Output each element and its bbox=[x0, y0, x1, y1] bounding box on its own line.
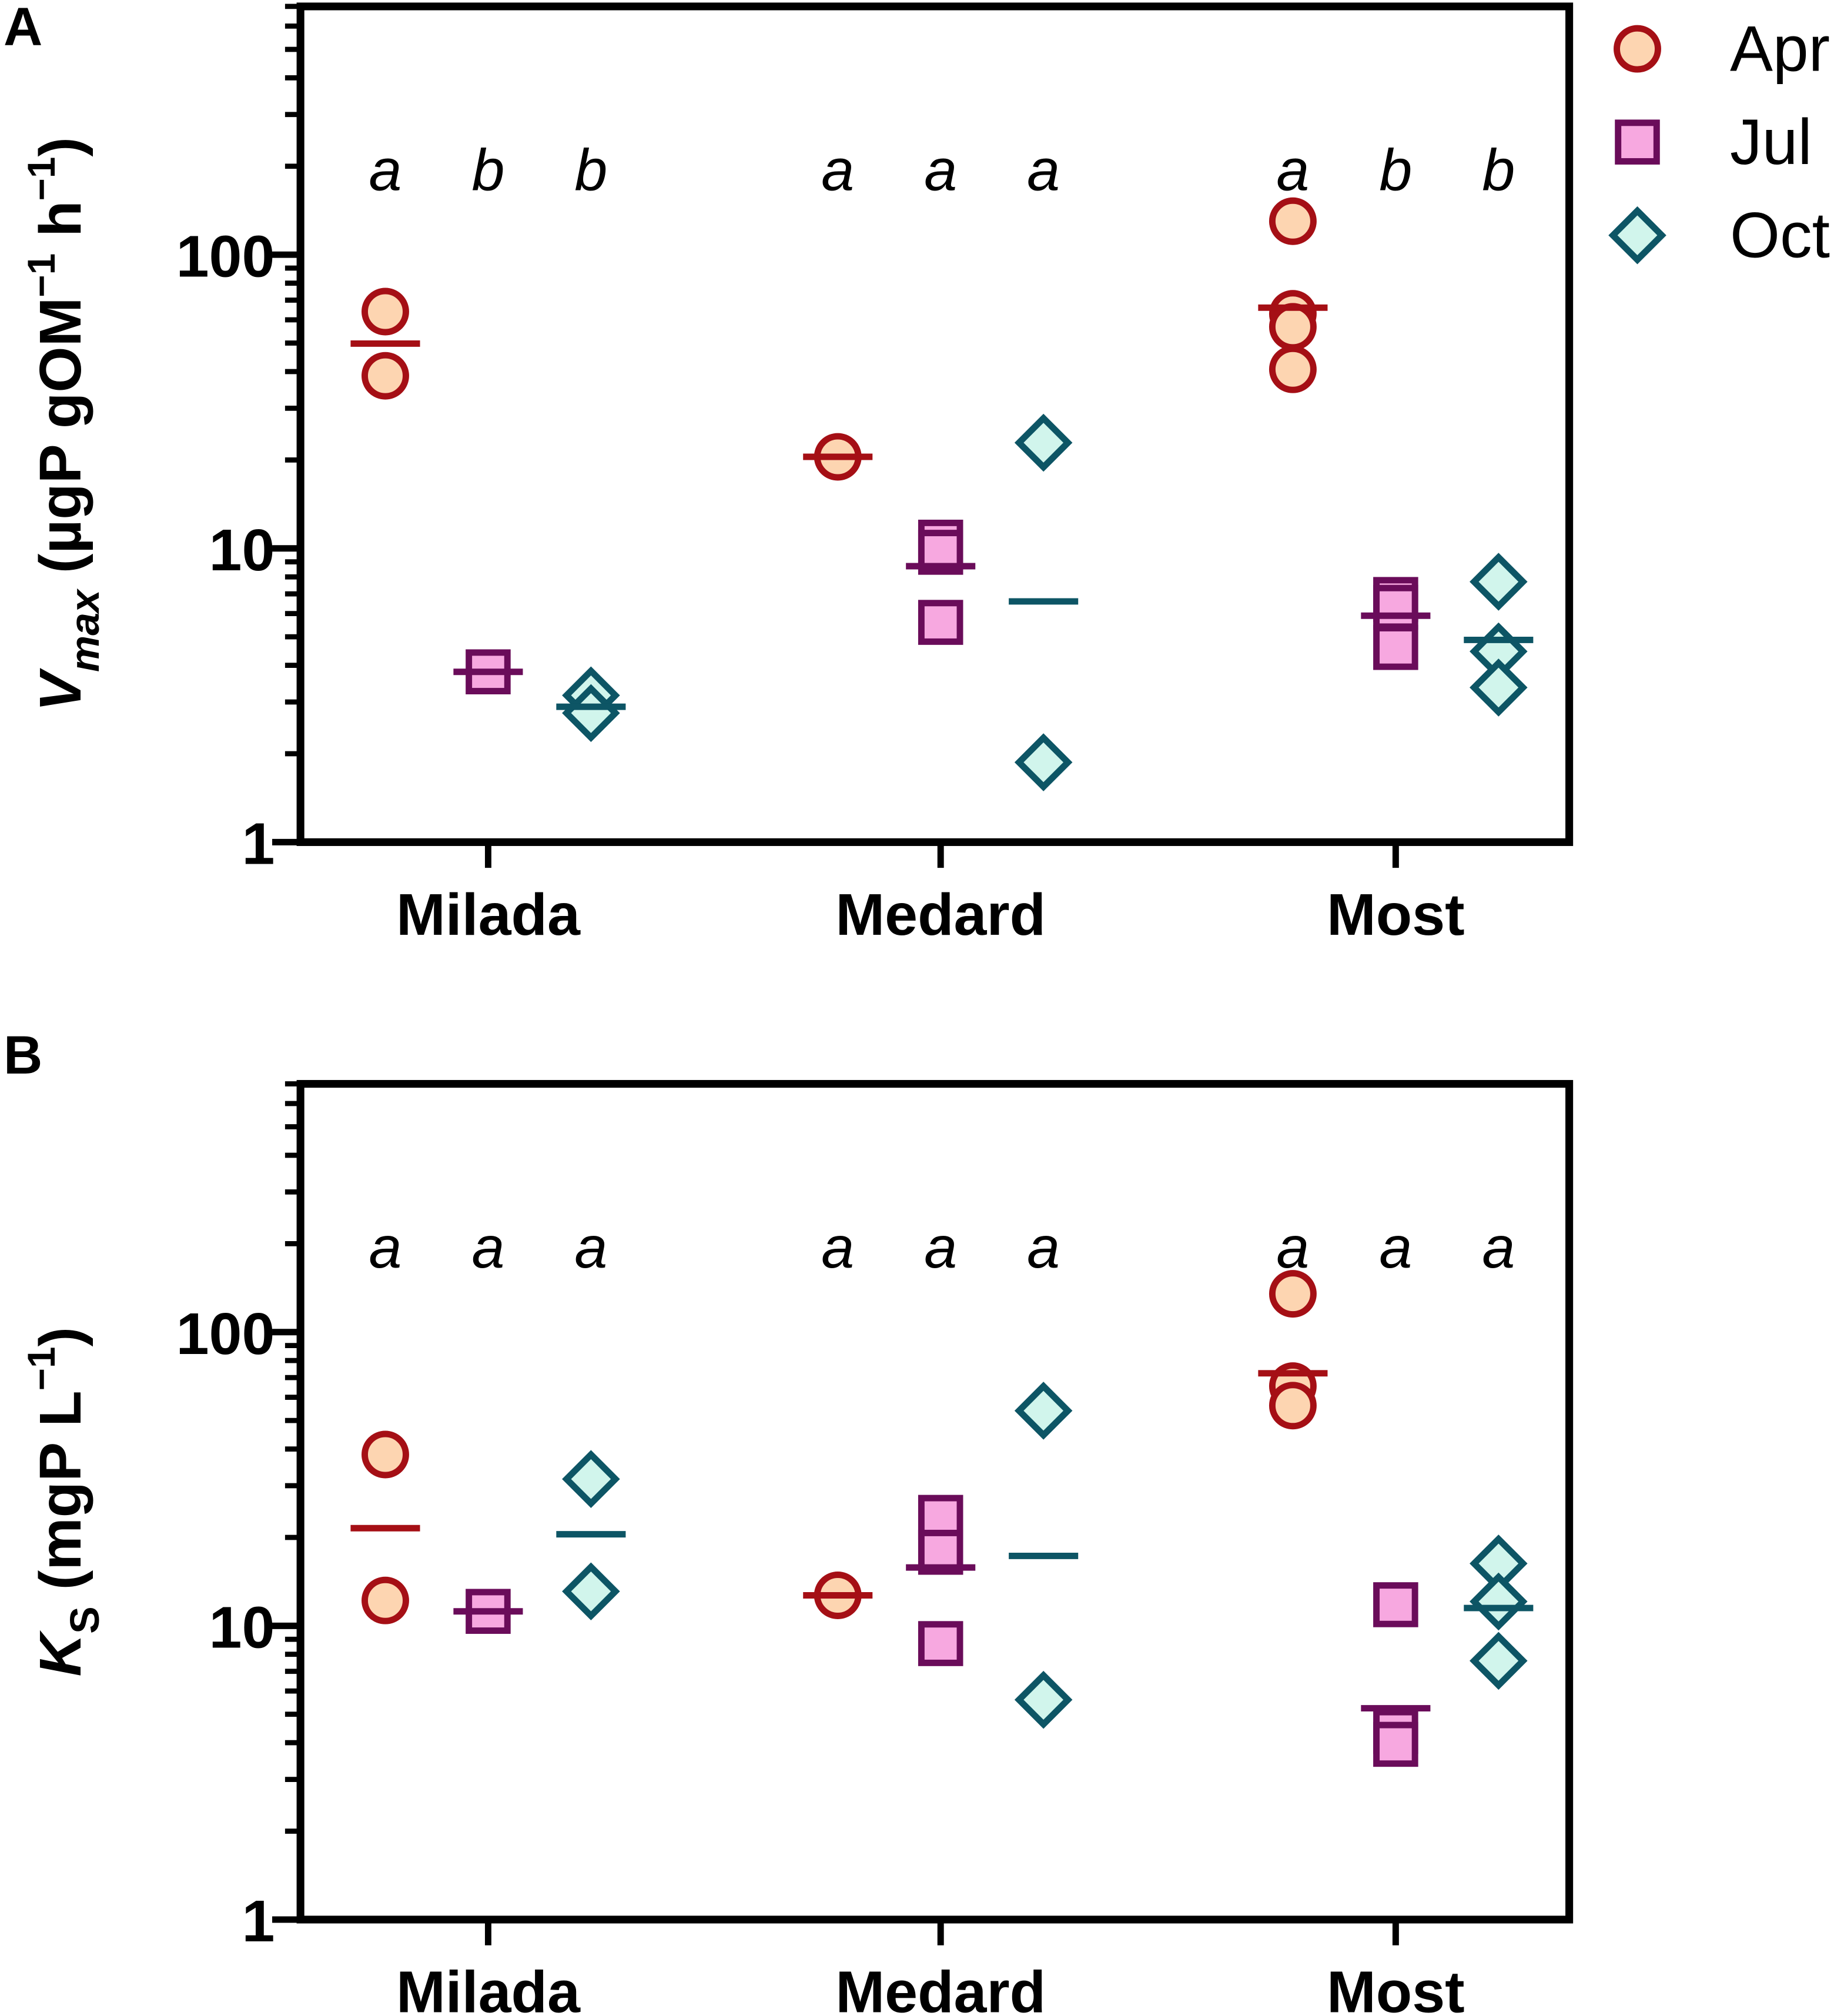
y-axis-label-part: h bbox=[28, 200, 93, 253]
data-point bbox=[1269, 1382, 1317, 1430]
significance-letter: a bbox=[924, 138, 957, 203]
data-point bbox=[362, 1576, 409, 1624]
data-point bbox=[362, 1430, 409, 1479]
significance-letter: a bbox=[471, 1215, 504, 1281]
y-axis-label-part: V bbox=[28, 667, 93, 711]
significance-letter: a bbox=[1276, 138, 1309, 203]
data-point bbox=[1373, 1582, 1418, 1627]
significance-letter: b bbox=[1379, 138, 1412, 203]
data-point bbox=[1373, 584, 1418, 630]
legend-marker bbox=[1614, 25, 1661, 73]
data-point bbox=[1470, 553, 1528, 611]
plot-frame bbox=[296, 2, 1574, 846]
y-axis-label-part: ) bbox=[28, 137, 93, 157]
x-tick-label: Milada bbox=[396, 882, 581, 948]
significance-letter: a bbox=[1276, 1215, 1309, 1281]
y-axis-label-part: −1 bbox=[20, 253, 63, 297]
data-point bbox=[1470, 1572, 1528, 1631]
significance-letter: b bbox=[574, 138, 607, 203]
y-tick-label: 10 bbox=[209, 1595, 275, 1661]
data-point bbox=[1373, 1721, 1418, 1767]
data-point bbox=[1470, 1631, 1528, 1690]
significance-letter: a bbox=[574, 1215, 607, 1281]
significance-letter: a bbox=[369, 1215, 402, 1281]
significance-letter: a bbox=[1379, 1215, 1412, 1281]
x-tick-label: Medard bbox=[835, 882, 1046, 948]
y-axis-label-part: −1 bbox=[20, 157, 63, 201]
y-tick-label: 1 bbox=[242, 1888, 275, 1954]
y-tick-label: 1 bbox=[242, 811, 275, 877]
y-axis-label-part: (µgP gOM bbox=[28, 297, 93, 590]
data-point bbox=[1269, 197, 1317, 245]
legend-marker bbox=[1608, 206, 1666, 265]
data-point bbox=[1014, 1670, 1073, 1729]
significance-letter: a bbox=[821, 1215, 854, 1281]
data-point bbox=[1269, 303, 1317, 351]
y-tick-label: 100 bbox=[176, 1301, 275, 1367]
data-point bbox=[918, 600, 963, 645]
significance-letter: a bbox=[1027, 1215, 1060, 1281]
significance-letter: a bbox=[369, 138, 402, 203]
data-point bbox=[1269, 345, 1317, 393]
significance-letter: a bbox=[1027, 138, 1060, 203]
data-point bbox=[1373, 624, 1418, 670]
data-point bbox=[1269, 1270, 1317, 1318]
significance-letter: a bbox=[1482, 1215, 1515, 1281]
y-tick-label: 100 bbox=[176, 223, 275, 289]
legend-marker bbox=[1615, 119, 1660, 165]
data-point bbox=[362, 287, 409, 336]
significance-letter: b bbox=[471, 138, 504, 203]
y-tick-label: 10 bbox=[209, 517, 275, 583]
data-point bbox=[562, 1562, 620, 1621]
y-axis-label-part: S bbox=[62, 1606, 108, 1634]
data-point bbox=[562, 1450, 620, 1508]
data-point bbox=[362, 352, 409, 400]
data-point bbox=[1014, 1382, 1073, 1440]
y-axis-label: KS (mgP L−1) bbox=[20, 1327, 107, 1677]
data-point bbox=[1470, 658, 1528, 717]
data-point bbox=[1014, 733, 1073, 791]
x-tick-label: Most bbox=[1327, 1959, 1465, 2016]
y-axis-label-part: K bbox=[28, 1630, 93, 1677]
x-tick-label: Most bbox=[1327, 882, 1465, 948]
x-tick-label: Medard bbox=[835, 1959, 1046, 2016]
significance-letter: a bbox=[821, 138, 854, 203]
data-point bbox=[1014, 413, 1073, 472]
legend-label: Jul bbox=[1730, 106, 1812, 178]
significance-letter: a bbox=[924, 1215, 957, 1281]
panel-label: A bbox=[4, 0, 42, 57]
data-point bbox=[918, 1621, 963, 1666]
y-axis-label-part: −1 bbox=[20, 1346, 63, 1390]
significance-letter: b bbox=[1482, 138, 1515, 203]
legend-label: Oct bbox=[1730, 199, 1830, 271]
panel-label: B bbox=[4, 1025, 42, 1085]
y-axis-label-part: ) bbox=[28, 1327, 93, 1347]
x-tick-label: Milada bbox=[396, 1959, 581, 2016]
plot-frame bbox=[296, 1079, 1574, 1924]
y-axis-label: Vmax (µgP gOM−1 h−1) bbox=[20, 137, 107, 711]
y-axis-label-part: max bbox=[62, 588, 108, 672]
y-axis-label-part: (mgP L bbox=[28, 1390, 93, 1606]
legend-label: Apr bbox=[1730, 13, 1830, 85]
